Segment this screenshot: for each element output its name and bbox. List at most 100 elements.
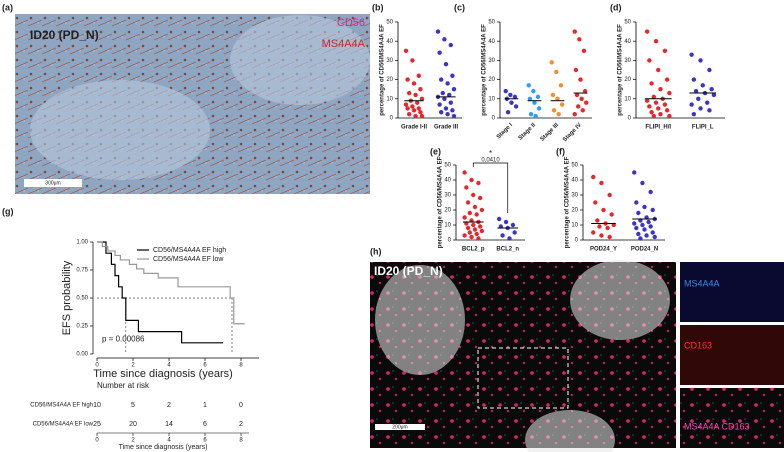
data-point [700,83,705,88]
follicle [525,410,615,452]
x-tick-label: FLIPI_L [692,125,714,131]
data-point [416,106,421,111]
y-tick-label: 0 [575,238,579,244]
data-point [649,81,654,86]
data-point [662,48,668,53]
risk-count: 20 [129,421,137,428]
data-point [418,87,423,92]
data-point [508,92,513,98]
data-point [584,100,589,105]
risk-row-name: CD56/MS4A4A EF high [30,403,93,409]
data-point [648,224,653,229]
x-tick-label: 6 [203,363,207,369]
data-point [591,230,596,235]
data-point [698,106,703,111]
data-point [503,219,509,225]
data-point [599,233,604,238]
data-point [474,212,479,217]
x-tick-label: 0 [95,363,99,369]
y-axis-label: percentage of CD56/MS4A4A EF [565,156,571,248]
x-tick-label: POD24_Y [590,247,617,253]
y-tick-label: 30 [571,193,578,199]
data-point [464,185,469,190]
data-point [450,73,455,78]
data-point [642,204,647,210]
data-point [479,207,485,213]
data-point [512,94,518,100]
risk-count: 2 [167,402,171,409]
data-point [447,92,452,98]
data-point [658,87,663,92]
x-tick-label: Stage III [540,122,561,143]
data-point [649,110,654,115]
inset-label: MS4A4A CD163 [684,421,750,431]
y-tick-label: 30 [488,58,495,64]
data-point [691,77,697,82]
x-tick-label: FLIPI_H/I [645,125,671,131]
y-axis-label: EFS probability [61,260,73,335]
data-point [405,77,410,82]
marker: MS4A4A [322,38,366,50]
data-point [500,233,505,238]
data-point [601,207,606,213]
inset [680,325,784,385]
data-point [440,90,445,96]
survival-curve [97,241,223,344]
y-tick-label: 1.00 [76,240,88,246]
data-point [651,94,656,100]
panel-label: (a) [2,2,13,12]
x-tick-label: Stage II [518,122,538,142]
data-point [644,98,650,103]
panel-label: (c) [454,2,465,12]
data-point [664,108,670,113]
data-point [573,67,579,73]
data-point [533,113,538,119]
data-point [465,200,471,205]
scale-bar [375,424,425,430]
risk-count: 10 [93,402,101,409]
x-tick-label: Stage IV [562,122,583,143]
data-point [448,100,453,105]
data-point [642,227,647,232]
data-point [469,234,474,240]
x-tick-label: BCL2_n [496,247,519,253]
data-point [549,60,554,65]
data-point [709,87,714,92]
y-tick-label: 30 [444,193,451,199]
data-point [415,100,420,105]
p-value: p = 0.00086 [102,335,145,344]
y-tick-label: 50 [571,163,578,169]
x-axis-label: Time since diagnosis (years) [93,368,233,380]
inset-label: CD163 [684,340,712,350]
data-point [597,224,602,229]
data-point [437,102,442,107]
data-point [443,62,449,67]
data-point [476,180,481,186]
data-point [413,92,418,98]
data-point [648,189,653,195]
y-tick-label: 50 [624,20,631,26]
data-point [462,170,467,175]
y-axis-label: percentage of CD56/MS4A4A EF [618,24,624,116]
x-tick-label: 6 [203,438,207,444]
y-tick-label: 0 [390,116,394,122]
data-point [439,110,444,115]
data-point [640,222,645,228]
x-tick-label: 2 [131,363,135,369]
data-point [405,106,410,111]
y-tick-label: 50 [386,20,393,26]
data-point [472,227,478,232]
risk-count: 2 [239,421,243,428]
x-tick-label: 8 [239,438,243,444]
data-point [527,96,533,102]
y-tick-label: 0.25 [76,324,88,330]
data-point [419,113,425,119]
survival-curve [97,241,245,325]
data-point [472,204,478,210]
risk-count: 1 [203,402,207,409]
data-point [559,102,565,107]
panel-label: (h) [370,246,382,256]
data-point [607,192,612,198]
x-tick-label: 0 [95,438,99,444]
